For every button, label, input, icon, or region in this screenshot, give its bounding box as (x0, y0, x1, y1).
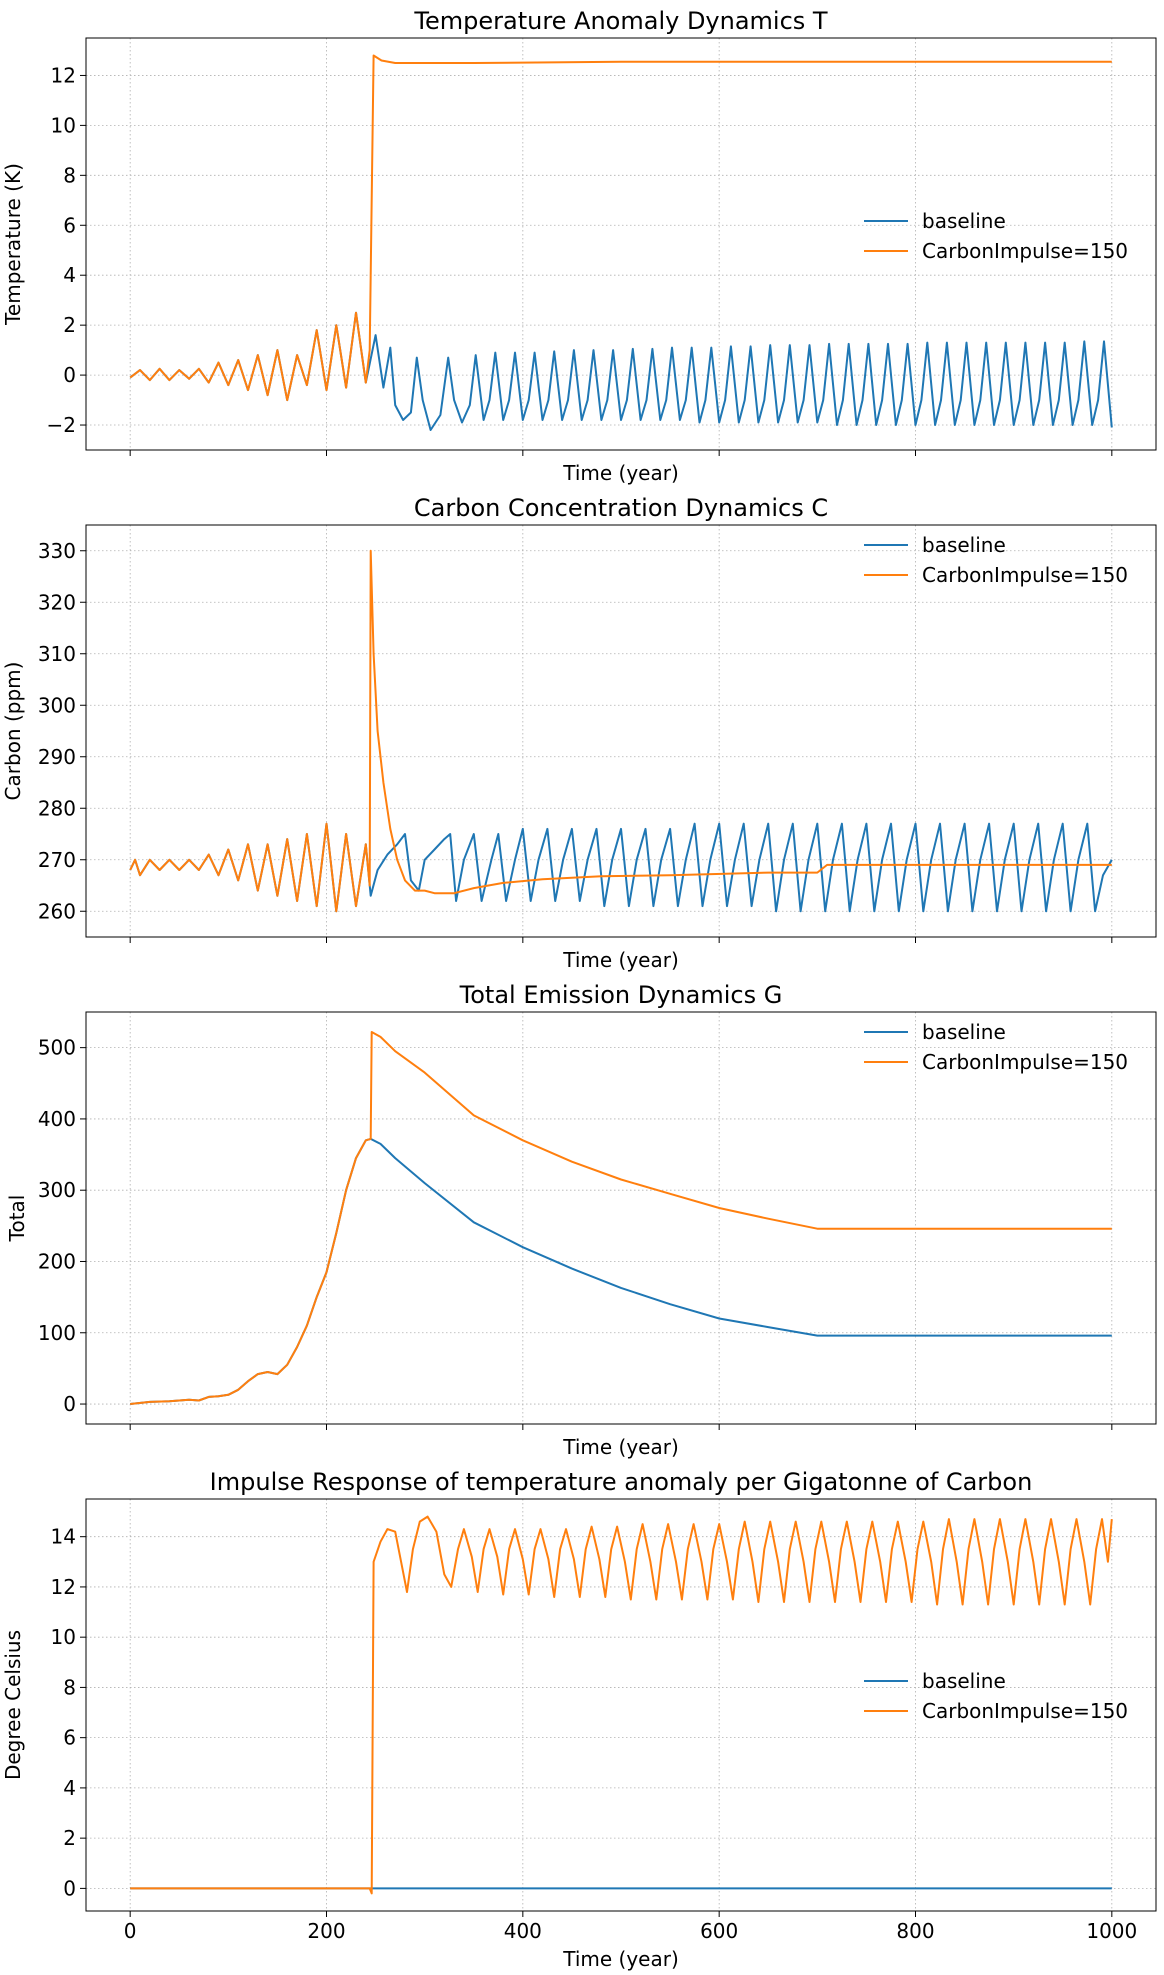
y-tick-label: 8 (63, 1675, 76, 1699)
y-tick-label: 300 (38, 1178, 76, 1202)
y-tick-label: 310 (38, 642, 76, 666)
chart-title: Total Emission Dynamics G (459, 981, 783, 1009)
y-tick-label: 100 (38, 1321, 76, 1345)
chart-title: Temperature Anomaly Dynamics T (413, 7, 828, 35)
series-line-carbon-impulse (130, 1515, 1113, 1895)
x-tick-label: 600 (700, 1919, 738, 1943)
series-line-carbon-impulse (129, 54, 1112, 402)
legend-label: baseline (922, 533, 1006, 557)
chart-panel-2: 260 270 280 290 300 310 320 330 Carbon Concentra… (1, 494, 1157, 972)
axes-frame (85, 524, 1157, 938)
y-tick-label: 200 (38, 1249, 76, 1273)
y-tick-label: 330 (38, 539, 76, 563)
legend: baseline CarbonImpulse=150 (864, 533, 1128, 587)
x-tick-label: 400 (504, 1919, 542, 1943)
y-tick-label: 10 (51, 1625, 76, 1649)
axes-frame (85, 1011, 1157, 1425)
y-tick-label: 400 (38, 1107, 76, 1131)
y-tick-label: 320 (38, 590, 76, 614)
y-tick-label: 290 (38, 745, 76, 769)
axes-frame (85, 37, 1157, 451)
y-tick-label: 270 (38, 848, 76, 872)
chart-title: Carbon Concentration Dynamics C (414, 494, 828, 522)
legend: baseline CarbonImpulse=150 (864, 1020, 1128, 1074)
legend-label: baseline (922, 1020, 1006, 1044)
series-line-carbon-impulse (129, 549, 1112, 913)
chart-panel-1: −2 0 2 4 6 8 10 12 Temperature Anomaly Dynamics … (1, 7, 1157, 485)
series-line-baseline (129, 311, 1113, 431)
y-tick-label: 4 (63, 263, 76, 287)
legend-label: CarbonImpulse=150 (922, 563, 1128, 587)
chart-title: Impulse Response of temperature anomaly … (210, 1468, 1033, 1496)
legend-label: CarbonImpulse=150 (922, 1699, 1128, 1723)
legend-label: baseline (922, 209, 1006, 233)
legend-label: CarbonImpulse=150 (922, 239, 1128, 263)
legend: baseline CarbonImpulse=150 (864, 1669, 1128, 1723)
y-tick-label: 0 (63, 1876, 76, 1900)
y-tick-label: 12 (51, 63, 76, 87)
x-tick-label: 1000 (1086, 1919, 1137, 1943)
y-tick-label: 12 (51, 1575, 76, 1599)
axes-frame (85, 1498, 1157, 1912)
y-tick-label: 0 (63, 363, 76, 387)
y-tick-label: 4 (63, 1776, 76, 1800)
x-axis-label: Time (year) (562, 1435, 679, 1459)
y-tick-label: 0 (63, 1392, 76, 1416)
y-tick-label: 6 (63, 1726, 76, 1750)
y-tick-label: 6 (63, 213, 76, 237)
chart-panel-3: 0 100 200 300 400 500 Total Emission Dynamics … (5, 981, 1157, 1459)
series-line-baseline (129, 822, 1113, 913)
y-axis-label: Total (5, 1195, 29, 1243)
chart-panel-4: 0 200 400 600 800 1000 0 2 4 6 8 10 12 14 Impulse Resp… (1, 1468, 1157, 1971)
y-tick-label: 500 (38, 1036, 76, 1060)
x-tick-label: 800 (896, 1919, 934, 1943)
y-tick-label: 10 (51, 113, 76, 137)
legend-label: CarbonImpulse=150 (922, 1050, 1128, 1074)
y-tick-label: 2 (63, 1826, 76, 1850)
x-axis-label: Time (year) (562, 1947, 679, 1971)
legend: baseline CarbonImpulse=150 (864, 209, 1128, 263)
x-axis-label: Time (year) (562, 948, 679, 972)
y-tick-label: 300 (38, 693, 76, 717)
x-tick-label: 200 (307, 1919, 345, 1943)
y-axis-label: Carbon (ppm) (1, 662, 25, 801)
y-tick-label: 2 (63, 313, 76, 337)
y-axis-label: Degree Celsius (1, 1630, 25, 1780)
x-axis-label: Time (year) (562, 461, 679, 485)
y-tick-label: −2 (47, 413, 76, 437)
y-tick-label: 14 (51, 1525, 76, 1549)
y-tick-label: 280 (38, 796, 76, 820)
legend-label: baseline (922, 1669, 1006, 1693)
y-tick-label: 8 (63, 163, 76, 187)
series-line-carbon-impulse (130, 1031, 1112, 1405)
y-tick-label: 260 (38, 899, 76, 923)
y-axis-label: Temperature (K) (1, 163, 25, 326)
x-tick-label: 0 (124, 1919, 137, 1943)
